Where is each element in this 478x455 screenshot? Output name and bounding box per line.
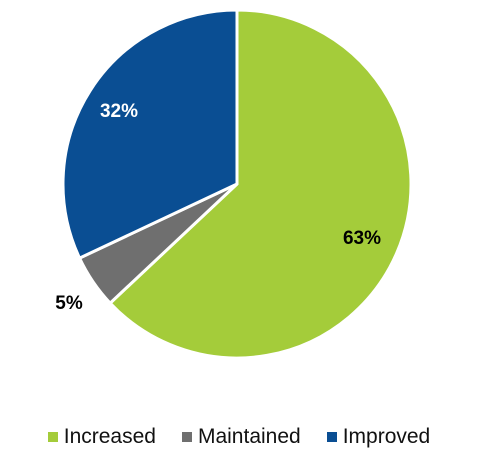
pie-slice-increased bbox=[108, 8, 413, 360]
legend-label-increased: Increased bbox=[63, 425, 156, 448]
slice-label-improved: 32% bbox=[100, 101, 138, 122]
slice-label-increased: 63% bbox=[343, 228, 381, 249]
slice-label-maintained: 5% bbox=[55, 293, 83, 314]
legend-swatch-improved bbox=[326, 432, 337, 442]
legend-swatch-maintained bbox=[181, 432, 192, 442]
legend-item-maintained: Maintained bbox=[181, 425, 301, 449]
legend-item-increased: Increased bbox=[47, 425, 156, 449]
legend-label-maintained: Maintained bbox=[197, 425, 301, 448]
legend-label-improved: Improved bbox=[342, 425, 431, 448]
legend: Increased Maintained Improved bbox=[0, 425, 478, 449]
pie-chart: 63% 5% 32% bbox=[55, 8, 413, 360]
legend-item-improved: Improved bbox=[326, 425, 431, 449]
pie-slice-improved bbox=[61, 8, 239, 260]
legend-swatch-increased bbox=[47, 432, 58, 442]
